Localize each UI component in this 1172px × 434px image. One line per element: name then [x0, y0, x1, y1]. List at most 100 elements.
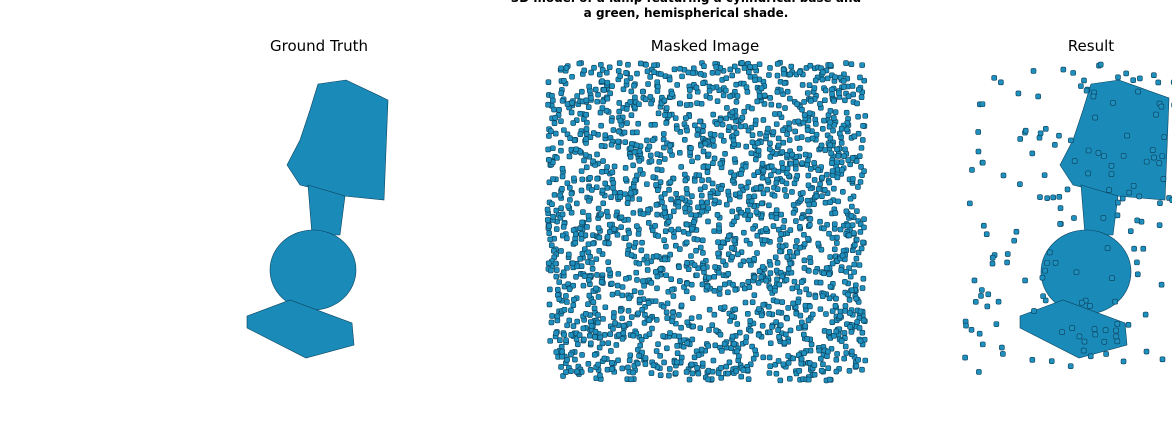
voxel — [586, 198, 592, 204]
voxel — [861, 224, 867, 231]
voxel — [807, 216, 814, 222]
voxel — [1079, 299, 1085, 306]
voxel — [695, 204, 701, 211]
voxel — [1134, 259, 1140, 266]
voxel — [825, 365, 832, 371]
voxel — [826, 179, 833, 186]
voxel — [653, 202, 660, 208]
voxel — [584, 119, 590, 126]
voxel — [832, 303, 839, 309]
voxel — [558, 248, 564, 254]
voxel — [963, 322, 969, 329]
voxel — [766, 202, 772, 209]
voxel — [736, 329, 743, 336]
voxel — [732, 287, 739, 293]
voxel — [643, 62, 649, 68]
voxel — [1042, 126, 1049, 132]
voxel — [749, 132, 756, 139]
voxel — [570, 302, 577, 309]
voxel — [620, 323, 627, 329]
voxel — [745, 279, 752, 285]
voxel — [774, 298, 780, 305]
voxel — [572, 240, 579, 246]
voxel — [1112, 298, 1118, 305]
voxel — [767, 329, 773, 336]
voxel — [634, 223, 640, 229]
voxel — [842, 303, 849, 309]
voxel — [609, 169, 616, 176]
voxel — [745, 179, 752, 186]
voxel — [693, 84, 700, 91]
voxel — [654, 151, 661, 157]
voxel — [653, 253, 660, 259]
voxel — [706, 306, 713, 313]
voxel — [1057, 221, 1063, 227]
voxel — [711, 143, 717, 149]
voxel — [596, 234, 603, 241]
voxel — [822, 147, 829, 153]
voxel — [699, 177, 705, 184]
voxel — [547, 338, 553, 344]
voxel — [783, 193, 790, 199]
voxel — [553, 267, 560, 273]
voxel — [689, 336, 696, 343]
voxel — [693, 247, 699, 254]
voxel — [716, 225, 722, 232]
voxel — [611, 189, 618, 196]
voxel — [844, 222, 851, 229]
voxel — [552, 114, 559, 121]
voxel — [644, 68, 651, 75]
voxel — [667, 330, 673, 336]
voxel — [585, 301, 591, 307]
voxel — [635, 310, 642, 317]
voxel — [815, 240, 822, 247]
voxel — [563, 64, 570, 71]
voxel — [807, 347, 814, 354]
voxel — [566, 251, 572, 258]
voxel — [807, 259, 814, 265]
voxel — [835, 198, 841, 205]
voxel — [694, 236, 701, 243]
voxel — [812, 268, 819, 275]
voxel — [840, 78, 847, 84]
voxel — [661, 204, 668, 211]
voxel — [622, 176, 629, 182]
voxel — [648, 370, 655, 376]
voxel — [749, 105, 755, 112]
voxel — [750, 355, 757, 362]
voxel — [705, 218, 711, 225]
voxel — [546, 301, 553, 308]
voxel — [855, 113, 861, 120]
voxel — [599, 105, 606, 111]
voxel — [684, 340, 690, 347]
voxel — [605, 259, 612, 265]
voxel — [1115, 74, 1121, 81]
voxel — [700, 148, 707, 155]
voxel — [592, 328, 599, 335]
voxel — [664, 300, 671, 307]
voxel — [615, 357, 621, 364]
voxel — [1090, 93, 1097, 100]
voxel — [549, 201, 555, 208]
voxel — [741, 229, 747, 236]
voxel — [801, 265, 808, 271]
voxel — [675, 226, 682, 233]
voxel — [611, 226, 618, 233]
voxel — [663, 120, 670, 126]
voxel — [823, 265, 830, 272]
voxel — [734, 93, 741, 99]
voxel — [677, 246, 683, 252]
voxel — [586, 332, 593, 339]
voxel — [564, 265, 570, 271]
voxel — [716, 285, 723, 292]
voxel — [704, 199, 711, 206]
voxel — [746, 193, 752, 200]
voxel — [789, 151, 795, 158]
voxel — [1071, 215, 1077, 221]
voxel — [754, 232, 761, 239]
voxel — [850, 176, 856, 182]
voxel — [559, 97, 566, 104]
voxel — [638, 337, 645, 343]
voxel — [689, 193, 695, 200]
voxel — [637, 167, 644, 173]
